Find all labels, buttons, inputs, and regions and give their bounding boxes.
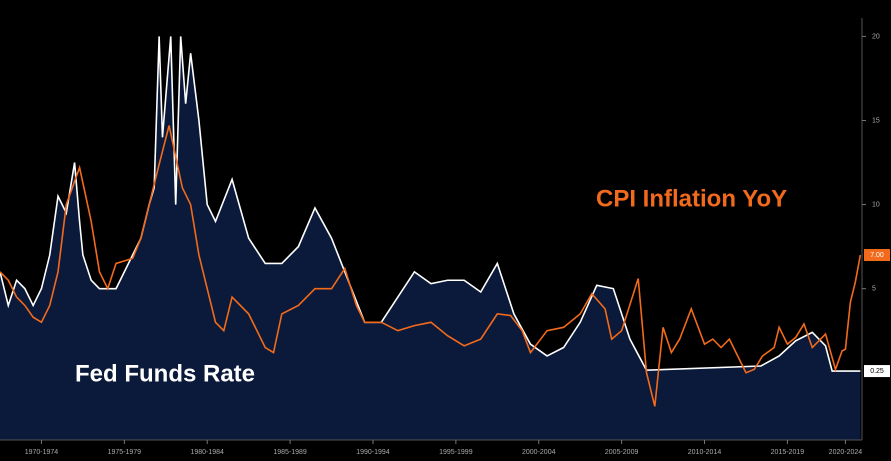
y-tick-label: 20 [872,33,880,40]
x-tick-label: 2010-2014 [688,449,722,456]
x-tick-label: 1980-1984 [190,449,224,456]
x-tick-label: 2015-2019 [771,449,805,456]
line [0,125,862,407]
last-value-label: 0.25 [870,368,884,375]
x-tick-label: 1995-1999 [439,449,473,456]
last-value-box [864,365,890,378]
plot-area [0,36,862,440]
x-tick-label: 1985-1989 [273,449,307,456]
series-label: CPI Inflation YoY [596,185,787,212]
area [0,36,861,440]
x-tick-label: 2005-2009 [605,449,639,456]
x-tick-label: 2020-2024 [829,449,863,456]
x-tick-label: 1975-1979 [108,449,142,456]
series-label: Fed Funds Rate [75,360,255,387]
y-tick-label: 10 [872,201,880,208]
x-tick-label: 2000-2004 [522,449,556,456]
x-tick-label: 1990-1994 [356,449,390,456]
y-tick-label: 15 [872,117,880,124]
y-tick-label: 5 [872,285,876,292]
last-value-box [864,249,890,262]
last-value-label: 7.00 [870,252,884,259]
line [0,36,861,372]
x-tick-label: 1970-1974 [25,449,59,456]
